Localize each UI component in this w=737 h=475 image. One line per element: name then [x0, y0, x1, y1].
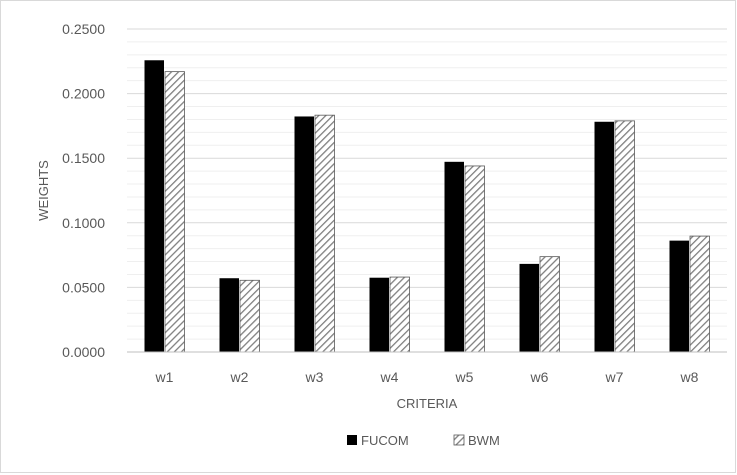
- legend-swatch-bwm: [453, 434, 465, 446]
- x-tick-label: w2: [230, 369, 249, 385]
- y-tick-label: 0.2000: [62, 86, 105, 102]
- bar-fucom-w6: [519, 263, 539, 352]
- bars: [144, 60, 710, 353]
- bar-bwm-w5: [464, 165, 485, 353]
- y-tick-label: 0.0000: [62, 344, 105, 360]
- gridlines: [127, 28, 727, 340]
- x-tick-label: w4: [380, 369, 399, 385]
- x-tick-label: w8: [680, 369, 699, 385]
- bar-fucom-w2: [219, 278, 239, 352]
- y-tick-label: 0.0500: [62, 279, 105, 295]
- x-axis-title: CRITERIA: [397, 396, 458, 411]
- x-tick-label: w1: [155, 369, 174, 385]
- y-axis-title: WEIGHTS: [36, 160, 51, 221]
- bar-fucom-w1: [144, 60, 164, 353]
- bar-fucom-w8: [669, 240, 689, 352]
- x-tick-label: w5: [455, 369, 474, 385]
- x-tick-label: w6: [530, 369, 549, 385]
- x-tick-label: w7: [605, 369, 624, 385]
- x-tick-label: w3: [305, 369, 324, 385]
- bar-fucom-w3: [294, 116, 314, 352]
- bar-fucom-w5: [444, 161, 464, 352]
- legend-swatch-fucom: [347, 435, 357, 445]
- bar-bwm-w8: [689, 235, 710, 353]
- bar-bwm-w6: [539, 256, 560, 353]
- bar-bwm-w1: [164, 71, 185, 353]
- x-axis-ticks: w1 w2 w3 w4 w5 w6 w7 w8: [155, 369, 699, 385]
- bar-bwm-w4: [389, 276, 410, 353]
- legend: FUCOM BWM: [347, 433, 500, 448]
- bar-bwm-w7: [614, 120, 635, 353]
- bar-fucom-w7: [594, 121, 614, 353]
- y-axis-ticks: 0.0000 0.0500 0.1000 0.1500 0.2000 0.2500: [62, 21, 105, 360]
- bar-bwm-w3: [314, 114, 335, 353]
- y-tick-label: 0.1500: [62, 150, 105, 166]
- y-tick-label: 0.1000: [62, 215, 105, 231]
- bar-fucom-w4: [369, 277, 389, 352]
- legend-label-fucom: FUCOM: [361, 433, 409, 448]
- y-tick-label: 0.2500: [62, 21, 105, 37]
- bar-bwm-w2: [239, 279, 260, 353]
- legend-label-bwm: BWM: [468, 433, 500, 448]
